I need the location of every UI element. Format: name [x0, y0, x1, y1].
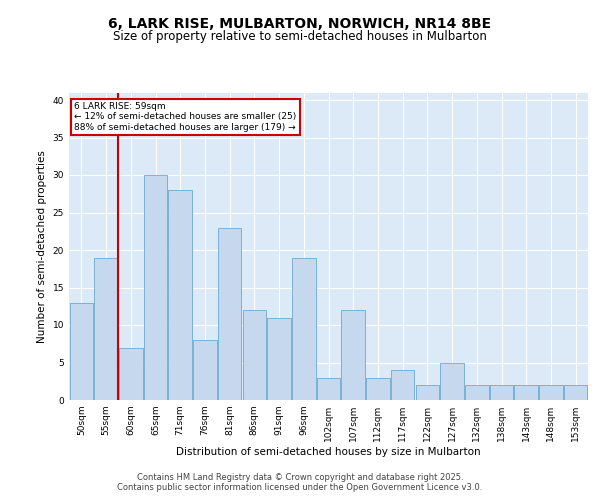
- Bar: [391, 370, 415, 400]
- Bar: [144, 175, 167, 400]
- Bar: [465, 385, 488, 400]
- Text: Contains HM Land Registry data © Crown copyright and database right 2025.: Contains HM Land Registry data © Crown c…: [137, 472, 463, 482]
- Bar: [218, 228, 241, 400]
- Bar: [366, 378, 389, 400]
- Bar: [416, 385, 439, 400]
- Bar: [94, 258, 118, 400]
- Bar: [341, 310, 365, 400]
- Bar: [169, 190, 192, 400]
- Bar: [564, 385, 587, 400]
- Bar: [440, 362, 464, 400]
- Y-axis label: Number of semi-detached properties: Number of semi-detached properties: [37, 150, 47, 342]
- Text: 6, LARK RISE, MULBARTON, NORWICH, NR14 8BE: 6, LARK RISE, MULBARTON, NORWICH, NR14 8…: [109, 18, 491, 32]
- Text: 6 LARK RISE: 59sqm
← 12% of semi-detached houses are smaller (25)
88% of semi-de: 6 LARK RISE: 59sqm ← 12% of semi-detache…: [74, 102, 296, 132]
- Bar: [539, 385, 563, 400]
- Text: Contains public sector information licensed under the Open Government Licence v3: Contains public sector information licen…: [118, 482, 482, 492]
- Bar: [268, 318, 291, 400]
- Bar: [514, 385, 538, 400]
- X-axis label: Distribution of semi-detached houses by size in Mulbarton: Distribution of semi-detached houses by …: [176, 447, 481, 457]
- Bar: [119, 348, 143, 400]
- Bar: [292, 258, 316, 400]
- Text: Size of property relative to semi-detached houses in Mulbarton: Size of property relative to semi-detach…: [113, 30, 487, 43]
- Bar: [193, 340, 217, 400]
- Bar: [70, 302, 93, 400]
- Bar: [242, 310, 266, 400]
- Bar: [490, 385, 513, 400]
- Bar: [317, 378, 340, 400]
